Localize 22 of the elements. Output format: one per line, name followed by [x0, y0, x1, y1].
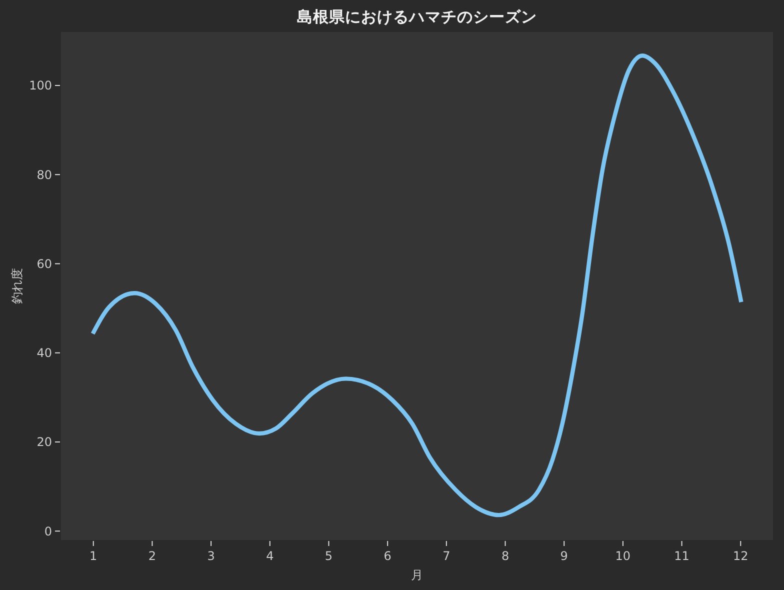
- x-tick-label: 12: [732, 549, 748, 563]
- x-tick-label: 2: [148, 549, 156, 563]
- x-tick-label: 10: [615, 549, 631, 563]
- x-tick-label: 3: [207, 549, 215, 563]
- x-tick-label: 8: [501, 549, 510, 563]
- y-tick-label: 60: [36, 256, 52, 271]
- y-tick-label: 100: [29, 78, 52, 93]
- y-axis-title: 釣れ度: [10, 268, 24, 304]
- x-tick-label: 7: [442, 549, 450, 563]
- y-tick-label: 0: [44, 524, 52, 538]
- y-tick-label: 80: [36, 168, 52, 182]
- x-tick-label: 6: [384, 549, 392, 563]
- y-tick-label: 40: [36, 346, 52, 360]
- x-tick-label: 5: [324, 549, 333, 563]
- x-tick-label: 11: [674, 549, 690, 563]
- y-tick-label: 20: [36, 435, 52, 450]
- x-tick-label: 9: [560, 549, 568, 563]
- line-series: [90, 54, 744, 518]
- x-axis-title: 月: [411, 568, 423, 582]
- chart-title: 島根県におけるハマチのシーズン: [297, 8, 537, 26]
- x-tick-label: 1: [90, 549, 98, 563]
- x-tick-label: 4: [266, 549, 274, 563]
